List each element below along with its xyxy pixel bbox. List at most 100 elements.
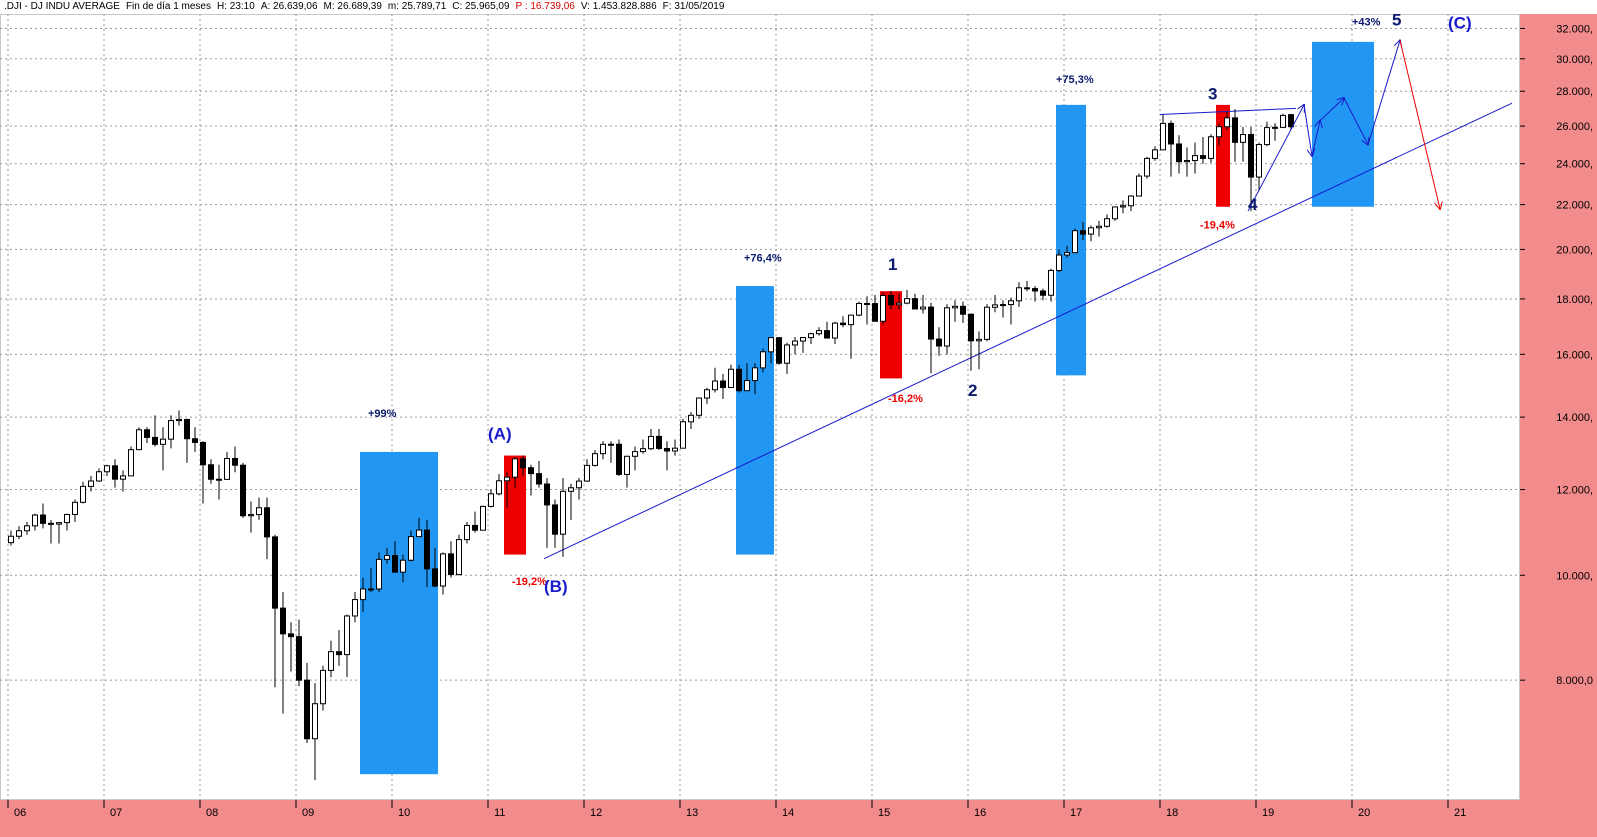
candle-down: [1040, 290, 1046, 296]
candle-down: [432, 568, 438, 587]
candle-up: [952, 305, 958, 309]
x-tick-label: 17: [1070, 807, 1082, 819]
candle-up: [328, 651, 334, 671]
candle-up: [704, 389, 710, 399]
header-date: F: 31/05/2019: [662, 1, 725, 12]
trendline-layer: [543, 102, 1513, 560]
percent-label: +75,3%: [1056, 74, 1094, 86]
x-tick-label: 21: [1454, 807, 1466, 819]
candle-up: [1048, 269, 1054, 296]
candle-up: [32, 514, 38, 527]
candle-down: [1024, 287, 1030, 290]
header-close: C: 25.965,09: [452, 1, 510, 12]
header-open: A: 26.639,06: [260, 1, 318, 12]
candle-up: [312, 703, 318, 740]
candle-up: [648, 435, 654, 450]
percent-label: +43%: [1352, 17, 1381, 29]
x-tick-label: 08: [206, 807, 218, 819]
candle-up: [1184, 160, 1190, 163]
candle-up: [160, 438, 166, 445]
candle-up: [176, 418, 182, 422]
candle-down: [968, 313, 974, 342]
candle-up: [992, 304, 998, 308]
candle-down: [1248, 134, 1254, 178]
projection-arrow: [1247, 105, 1304, 212]
candle-up: [224, 457, 230, 480]
candle-up: [256, 507, 262, 516]
candle-down: [240, 464, 246, 517]
x-axis: 06 07 08 09 10 11 12 13 14 15 16 17 18 19 20 21: [0, 800, 1597, 837]
candle-up: [408, 536, 414, 561]
wave-label: (A): [488, 424, 512, 443]
candle-up: [1088, 227, 1094, 235]
candle-down: [936, 338, 942, 347]
candle-down: [208, 464, 214, 480]
header-low: m: 25.789,71: [387, 1, 447, 12]
candle-up: [624, 455, 630, 475]
candle-up: [1264, 127, 1270, 146]
labels-layer: +99% -19,2% +76,4% -16,2% +75,3% -19,4% +43% (A…: [368, 11, 1472, 596]
candle-up: [768, 337, 774, 353]
x-tick-label: 06: [14, 807, 26, 819]
candle-down: [288, 633, 294, 638]
projection-layer: [1247, 40, 1440, 212]
candle-down: [1080, 230, 1086, 235]
y-tick-label: 10.000,: [1556, 570, 1593, 582]
candle-up: [672, 447, 678, 452]
candle-down: [520, 458, 526, 469]
header-high: M: 26.689,39: [323, 1, 382, 12]
y-tick-label: 28.000,: [1556, 86, 1593, 98]
header-bar: .DJI - DJ INDU AVERAGE Fin de día 1 meses…: [0, 0, 730, 14]
candle-up: [352, 599, 358, 617]
candle-down: [1032, 288, 1038, 292]
candle-up: [832, 322, 838, 339]
candle-down: [424, 529, 430, 570]
candle-down: [552, 504, 558, 535]
crash-arrow: [1399, 40, 1440, 209]
candle-down: [824, 330, 830, 339]
candle-up: [72, 501, 78, 515]
candle-down: [872, 303, 878, 322]
candle-up: [632, 451, 638, 457]
candle-up: [168, 420, 174, 440]
candle-down: [720, 380, 726, 388]
header-price: P : 16.739,06: [515, 1, 575, 12]
candle-up: [1104, 218, 1110, 227]
candle-down: [264, 507, 270, 538]
candle-down: [448, 553, 454, 576]
candle-up: [744, 380, 750, 392]
candle-up: [456, 539, 462, 576]
y-tick-label: 30.000,: [1556, 54, 1593, 66]
candle-up: [880, 294, 886, 322]
candle-up: [368, 588, 374, 591]
candle-up: [1280, 114, 1286, 128]
candle-down: [296, 636, 302, 681]
candle-down: [200, 441, 206, 466]
trendline: [543, 102, 1513, 560]
x-tick-label: 09: [302, 807, 314, 819]
candle-up: [496, 480, 502, 495]
candle-up: [56, 522, 62, 525]
candle-down: [280, 607, 286, 635]
x-tick-label: 10: [398, 807, 410, 819]
y-axis-panel: [1520, 14, 1597, 800]
wave-label: (B): [544, 577, 568, 596]
y-axis: 8.000,0 10.000, 12.000, 14.000, 16.000, 18.00…: [1520, 14, 1597, 800]
candle-down: [1176, 143, 1182, 163]
projection-arrow: [1343, 97, 1368, 145]
candle-down: [1200, 155, 1206, 159]
candle-down: [144, 429, 150, 438]
plot-frame: [0, 14, 1520, 800]
percent-label: -16,2%: [888, 393, 923, 405]
candle-up: [944, 307, 950, 347]
candle-up: [680, 421, 686, 449]
candle-up: [592, 453, 598, 466]
candle-up: [80, 485, 86, 503]
percent-label: +99%: [368, 408, 397, 420]
x-tick-label: 18: [1166, 807, 1178, 819]
candle-up: [640, 448, 646, 453]
candle-up: [712, 380, 718, 391]
candle-up: [1072, 230, 1078, 254]
candle-up: [488, 493, 494, 507]
candle-up: [16, 530, 22, 537]
